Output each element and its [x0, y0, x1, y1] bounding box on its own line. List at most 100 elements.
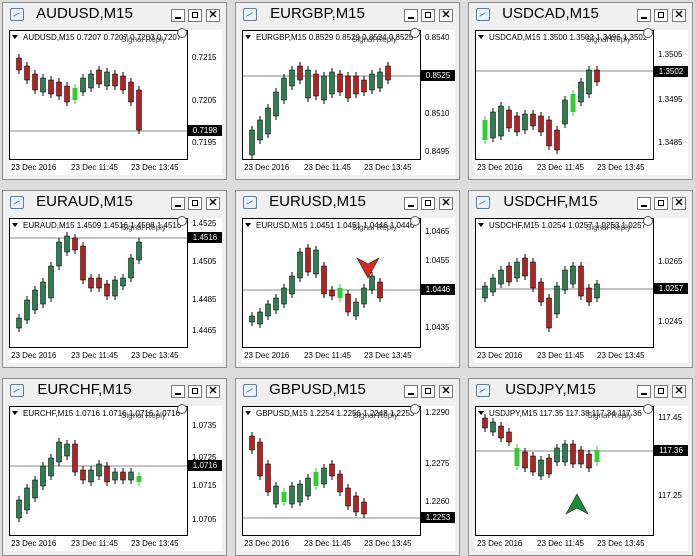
dropdown-arrow-icon[interactable]: [478, 223, 484, 227]
window-titlebar[interactable]: USDCHF,M15 ✕: [469, 191, 692, 215]
y-axis-tick: 1.3505: [658, 50, 683, 59]
candle: [345, 484, 351, 510]
window-titlebar[interactable]: USDJPY,M15 ✕: [469, 379, 692, 403]
price-chart[interactable]: EURUSD,M15 1.0451 1.0451 1.0446 1.0446 S…: [242, 216, 455, 363]
window-titlebar[interactable]: USDCAD,M15 ✕: [469, 3, 692, 27]
maximize-button[interactable]: [188, 385, 202, 398]
gear-icon[interactable]: [177, 404, 187, 414]
window-titlebar[interactable]: EURCHF,M15 ✕: [3, 379, 226, 403]
close-button[interactable]: ✕: [439, 385, 453, 398]
close-button[interactable]: ✕: [672, 197, 686, 210]
minimize-button[interactable]: [637, 9, 651, 22]
chart-window-1[interactable]: AUDUSD,M15 ✕ AUDUSD,M15 0.7207 0.7207 0.…: [2, 2, 227, 180]
chart-window-4[interactable]: EURAUD,M15 ✕ EURAUD,M15 1.4509 1.4516 1.…: [2, 190, 227, 368]
y-axis-tick: 1.2260: [425, 497, 450, 506]
dropdown-arrow-icon[interactable]: [245, 35, 251, 39]
x-axis-label: 23 Dec 11:45: [537, 163, 584, 172]
maximize-button[interactable]: [421, 197, 435, 210]
plot-area[interactable]: [475, 30, 654, 160]
minimize-button[interactable]: [404, 385, 418, 398]
gear-icon[interactable]: [410, 216, 420, 226]
maximize-button[interactable]: [654, 197, 668, 210]
price-chart[interactable]: USDJPY,M15 117.35 117.38 117.34 117.36 S…: [475, 404, 688, 551]
close-button[interactable]: ✕: [206, 197, 220, 210]
maximize-button[interactable]: [188, 9, 202, 22]
maximize-button[interactable]: [654, 385, 668, 398]
candle: [80, 242, 86, 284]
close-button[interactable]: ✕: [672, 385, 686, 398]
window-titlebar[interactable]: AUDUSD,M15 ✕: [3, 3, 226, 27]
current-price-badge: 1.2253: [421, 512, 455, 523]
price-chart[interactable]: EURCHF,M15 1.0716 1.0716 1.0716 1.0716 S…: [9, 404, 222, 551]
maximize-button[interactable]: [421, 385, 435, 398]
candle: [490, 418, 496, 436]
dropdown-arrow-icon[interactable]: [478, 411, 484, 415]
minimize-button[interactable]: [637, 197, 651, 210]
price-chart[interactable]: EURAUD,M15 1.4509 1.4516 1.4508 1.4516 S…: [9, 216, 222, 363]
gear-icon[interactable]: [410, 404, 420, 414]
gear-icon[interactable]: [177, 28, 187, 38]
chart-window-6[interactable]: USDCHF,M15 ✕ USDCHF,M15 1.0254 1.0257 1.…: [468, 190, 693, 368]
candle: [506, 428, 512, 446]
chart-header: AUDUSD,M15 0.7207 0.7207 0.7203 0.7207: [23, 33, 182, 42]
minimize-button[interactable]: [637, 385, 651, 398]
minimize-button[interactable]: [171, 197, 185, 210]
chart-window-8[interactable]: GBPUSD,M15 ✕ GBPUSD,M15 1.2254 1.2256 1.…: [235, 378, 460, 556]
y-axis-tick: 1.4465: [192, 326, 217, 335]
maximize-button[interactable]: [188, 197, 202, 210]
gear-icon[interactable]: [643, 216, 653, 226]
minimize-button[interactable]: [171, 385, 185, 398]
candle: [329, 68, 335, 98]
chart-window-2[interactable]: EURGBP,M15 ✕ EURGBP,M15 0.8529 0.8529 0.…: [235, 2, 460, 180]
plot-area[interactable]: [242, 218, 421, 348]
dropdown-arrow-icon[interactable]: [478, 35, 484, 39]
price-chart[interactable]: USDCHF,M15 1.0254 1.0257 1.0253 1.0257 S…: [475, 216, 688, 363]
dropdown-arrow-icon[interactable]: [245, 411, 251, 415]
dropdown-arrow-icon[interactable]: [12, 35, 18, 39]
chart-window-5[interactable]: EURUSD,M15 ✕ EURUSD,M15 1.0451 1.0451 1.…: [235, 190, 460, 368]
signal-reply-label: Signal Reply: [121, 35, 166, 44]
window-title: EURUSD,M15: [269, 193, 366, 210]
plot-area[interactable]: [475, 406, 654, 536]
close-button[interactable]: ✕: [672, 9, 686, 22]
minimize-button[interactable]: [404, 197, 418, 210]
maximize-button[interactable]: [421, 9, 435, 22]
gear-icon[interactable]: [643, 404, 653, 414]
candle: [538, 278, 544, 306]
price-chart[interactable]: EURGBP,M15 0.8529 0.8529 0.8524 0.8525 S…: [242, 28, 455, 175]
candle: [16, 54, 22, 74]
window-titlebar[interactable]: GBPUSD,M15 ✕: [236, 379, 459, 403]
chart-window-9[interactable]: USDJPY,M15 ✕ USDJPY,M15 117.35 117.38 11…: [468, 378, 693, 556]
chart-header: EURGBP,M15 0.8529 0.8529 0.8524 0.8525: [256, 33, 414, 42]
chart-window-7[interactable]: EURCHF,M15 ✕ EURCHF,M15 1.0716 1.0716 1.…: [2, 378, 227, 556]
candle: [562, 96, 568, 128]
window-titlebar[interactable]: EURUSD,M15 ✕: [236, 191, 459, 215]
price-chart[interactable]: USDCAD,M15 1.3500 1.3502 1.3496 1.3502 S…: [475, 28, 688, 175]
close-button[interactable]: ✕: [206, 385, 220, 398]
dropdown-arrow-icon[interactable]: [245, 223, 251, 227]
close-button[interactable]: ✕: [439, 197, 453, 210]
candle: [530, 110, 536, 130]
plot-area[interactable]: [9, 30, 188, 160]
window-titlebar[interactable]: EURGBP,M15 ✕: [236, 3, 459, 27]
y-axis-tick: 1.4485: [192, 295, 217, 304]
gear-icon[interactable]: [410, 28, 420, 38]
maximize-button[interactable]: [654, 9, 668, 22]
window-titlebar[interactable]: EURAUD,M15 ✕: [3, 191, 226, 215]
dropdown-arrow-icon[interactable]: [12, 411, 18, 415]
price-chart[interactable]: GBPUSD,M15 1.2254 1.2256 1.2248 1.2253 S…: [242, 404, 455, 551]
gear-icon[interactable]: [177, 216, 187, 226]
dropdown-arrow-icon[interactable]: [12, 223, 18, 227]
minimize-button[interactable]: [171, 9, 185, 22]
minimize-button[interactable]: [404, 9, 418, 22]
close-button[interactable]: ✕: [206, 9, 220, 22]
current-price-badge: 1.0716: [188, 460, 222, 471]
close-button[interactable]: ✕: [439, 9, 453, 22]
candle: [570, 90, 576, 116]
signal-reply-label: Signal Reply: [587, 411, 632, 420]
chart-window-3[interactable]: USDCAD,M15 ✕ USDCAD,M15 1.3500 1.3502 1.…: [468, 2, 693, 180]
candle: [594, 446, 600, 466]
gear-icon[interactable]: [643, 28, 653, 38]
candle: [56, 78, 62, 100]
price-chart[interactable]: AUDUSD,M15 0.7207 0.7207 0.7203 0.7207 S…: [9, 28, 222, 175]
